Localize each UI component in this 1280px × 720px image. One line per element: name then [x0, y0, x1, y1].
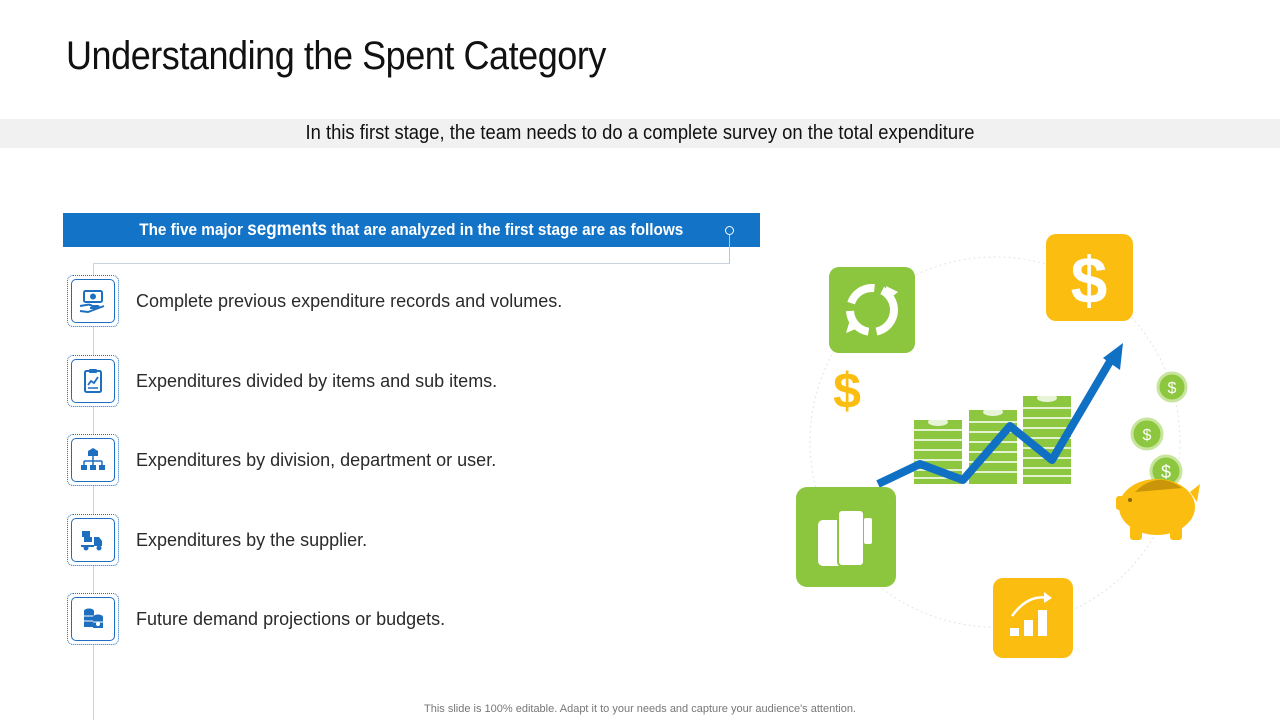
money-hand-icon: [79, 290, 105, 314]
org-chart-icon: [81, 448, 105, 470]
coin-dollar-text: $: [1143, 427, 1152, 444]
banner-connector: [729, 235, 730, 263]
subtitle-band: In this first stage, the team needs to d…: [0, 119, 1280, 148]
growth-chart-icon: [993, 578, 1073, 658]
item-label: Complete previous expenditure records an…: [136, 291, 563, 311]
coin-dollar-text: $: [1161, 462, 1171, 482]
subtitle: In this first stage, the team needs to d…: [305, 122, 975, 144]
coin-icon: $: [1130, 417, 1164, 451]
coin-icon: $: [1156, 371, 1188, 403]
item-icon-box: [67, 434, 119, 486]
list-item: Expenditures divided by items and sub it…: [67, 355, 707, 407]
banner-emphasis: segments: [247, 219, 328, 240]
list-item: Expenditures by the supplier.: [67, 514, 707, 566]
banner-text-end: that are analyzed in the first stage are…: [327, 220, 684, 239]
banner-connector-dot: [725, 226, 734, 235]
footer-note: This slide is 100% editable. Adapt it to…: [424, 703, 856, 715]
growth-arrow: [876, 343, 1123, 488]
timeline-line: [93, 263, 94, 720]
item-label: Expenditures divided by items and sub it…: [136, 371, 498, 391]
list-item: Complete previous expenditure records an…: [67, 275, 707, 327]
dollar-sign-icon: $: [833, 363, 861, 419]
page-title: Understanding the Spent Category: [66, 34, 606, 78]
item-icon-box: [67, 355, 119, 407]
dollar-tile-text: $: [1071, 243, 1108, 317]
banner-text-start: The five major: [139, 220, 248, 239]
coin-dollar-text: $: [1168, 380, 1177, 397]
item-label: Expenditures by the supplier.: [136, 530, 368, 550]
piggy-bank-icon: [1116, 479, 1200, 540]
clipboard-chart-icon: [84, 369, 102, 393]
list-item: Future demand projections or budgets.: [67, 593, 707, 645]
recycle-icon: [829, 267, 915, 353]
list-item: Expenditures by division, department or …: [67, 434, 707, 486]
delivery-truck-icon: [81, 531, 102, 551]
item-label: Expenditures by division, department or …: [136, 450, 497, 470]
coins-stack-icon: [84, 608, 103, 628]
item-label: Future demand projections or budgets.: [136, 609, 446, 629]
item-icon-box: [67, 593, 119, 645]
connector-line: [93, 263, 730, 264]
dollar-tile-icon: $: [1046, 234, 1133, 321]
segments-banner: The five major segments that are analyze…: [63, 213, 760, 247]
item-icon-box: [67, 275, 119, 327]
item-icon-box: [67, 514, 119, 566]
finance-growth-illustration: $ $: [796, 234, 1200, 658]
wallet-icon: [796, 487, 896, 587]
